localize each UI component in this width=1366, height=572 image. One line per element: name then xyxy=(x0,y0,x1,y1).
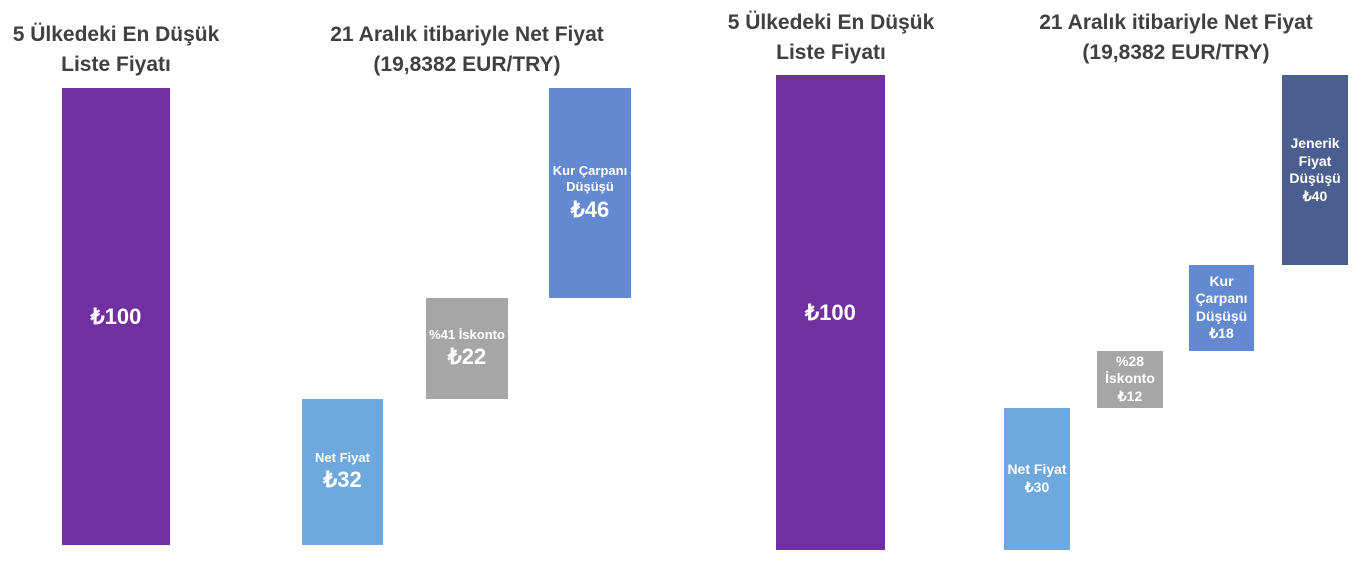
bar-value: ₺22 xyxy=(447,343,487,369)
bar: Jenerik Fiyat Düşüşü ₺40 xyxy=(1282,75,1348,265)
bar: Kur Çarpanı Düşüşü ₺18 xyxy=(1189,265,1254,351)
bar-category: %28 İskonto xyxy=(1105,352,1155,387)
bar-value: ₺100 xyxy=(805,299,856,325)
bar-category: Net Fiyat xyxy=(1007,461,1067,478)
bar-category: Net Fiyat xyxy=(315,449,370,465)
left-title: 5 Ülkedeki En Düşük Liste Fiyatı xyxy=(728,8,935,68)
bar: %41 İskonto ₺22 xyxy=(426,298,508,399)
title-line: 5 Ülkedeki En Düşük xyxy=(727,11,935,34)
bar: ₺100 xyxy=(776,75,885,550)
left-title: 5 Ülkedeki En Düşük Liste Fiyatı xyxy=(13,20,220,80)
title-line: Liste Fiyatı xyxy=(61,53,171,76)
bar-value: ₺32 xyxy=(323,467,362,493)
bar-value: ₺18 xyxy=(1209,325,1234,342)
bar-category: Kur Çarpanı Düşüşü xyxy=(552,163,628,195)
title-line: (19,8382 EUR/TRY) xyxy=(1082,41,1270,64)
title-line: 21 Aralık itibariyle Net Fiyat xyxy=(1039,11,1313,34)
right-title: 21 Aralık itibariyle Net Fiyat (19,8382 E… xyxy=(330,20,604,80)
bar: ₺100 xyxy=(62,88,170,545)
bar-value: ₺30 xyxy=(1024,478,1050,495)
bar-value: ₺100 xyxy=(90,303,142,329)
title-line: Liste Fiyatı xyxy=(776,41,886,64)
bar-category: Jenerik Fiyat Düşüşü xyxy=(1289,135,1341,186)
title-line: 5 Ülkedeki En Düşük xyxy=(12,23,220,46)
bar: Net Fiyat ₺30 xyxy=(1004,407,1070,550)
bar-value: ₺40 xyxy=(1302,187,1328,204)
bar-value: ₺12 xyxy=(1117,387,1143,404)
bar: Kur Çarpanı Düşüşü ₺46 xyxy=(549,88,631,299)
title-line: (19,8382 EUR/TRY) xyxy=(373,53,561,76)
right-title: 21 Aralık itibariyle Net Fiyat (19,8382 E… xyxy=(1039,8,1313,68)
bar: %28 İskonto ₺12 xyxy=(1097,350,1163,408)
title-line: 21 Aralık itibariyle Net Fiyat xyxy=(330,23,604,46)
bar-category: Kur Çarpanı Düşüşü xyxy=(1195,272,1248,324)
bar-value: ₺46 xyxy=(570,196,610,222)
bar: Net Fiyat ₺32 xyxy=(302,398,383,545)
bar-category: %41 İskonto xyxy=(429,326,505,342)
